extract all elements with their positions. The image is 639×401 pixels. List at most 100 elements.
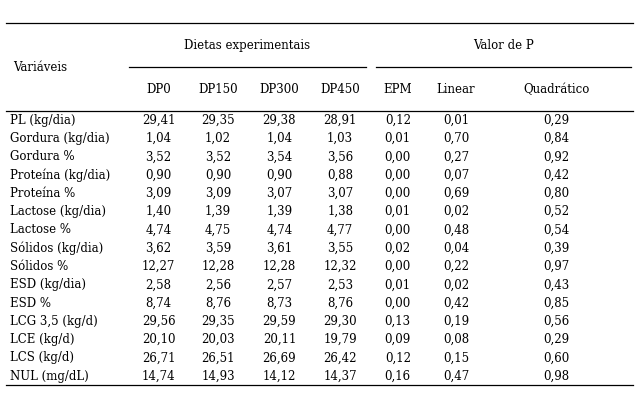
Text: Variáveis: Variáveis	[13, 61, 67, 74]
Text: 0,84: 0,84	[543, 132, 569, 145]
Text: 26,51: 26,51	[201, 351, 235, 365]
Text: 0,00: 0,00	[385, 150, 411, 163]
Text: 0,29: 0,29	[543, 114, 569, 127]
Text: 0,80: 0,80	[543, 187, 569, 200]
Text: 0,43: 0,43	[543, 278, 569, 291]
Text: 4,74: 4,74	[266, 223, 293, 237]
Text: 29,59: 29,59	[263, 315, 296, 328]
Text: 0,09: 0,09	[385, 333, 411, 346]
Text: DP150: DP150	[198, 83, 238, 96]
Text: 8,74: 8,74	[146, 297, 172, 310]
Text: 3,62: 3,62	[146, 242, 172, 255]
Text: 0,15: 0,15	[443, 351, 469, 365]
Text: LCE (kg/d): LCE (kg/d)	[10, 333, 74, 346]
Text: 0,01: 0,01	[385, 132, 411, 145]
Text: 0,00: 0,00	[385, 223, 411, 237]
Text: 0,52: 0,52	[543, 205, 569, 218]
Text: Lactose %: Lactose %	[10, 223, 70, 237]
Text: 0,19: 0,19	[443, 315, 469, 328]
Text: 12,27: 12,27	[142, 260, 175, 273]
Text: 3,52: 3,52	[146, 150, 172, 163]
Text: 0,39: 0,39	[543, 242, 569, 255]
Text: 0,90: 0,90	[205, 168, 231, 182]
Text: 0,69: 0,69	[443, 187, 469, 200]
Text: 0,12: 0,12	[385, 114, 411, 127]
Text: 0,00: 0,00	[385, 260, 411, 273]
Text: PL (kg/dia): PL (kg/dia)	[10, 114, 75, 127]
Text: 0,42: 0,42	[543, 168, 569, 182]
Text: 0,42: 0,42	[443, 297, 469, 310]
Text: 12,32: 12,32	[323, 260, 357, 273]
Text: Gordura %: Gordura %	[10, 150, 74, 163]
Text: 0,29: 0,29	[543, 333, 569, 346]
Text: 14,74: 14,74	[142, 370, 175, 383]
Text: 0,00: 0,00	[385, 187, 411, 200]
Text: 0,70: 0,70	[443, 132, 469, 145]
Text: 3,09: 3,09	[146, 187, 172, 200]
Text: 1,40: 1,40	[146, 205, 172, 218]
Text: 2,53: 2,53	[327, 278, 353, 291]
Text: Proteína (kg/dia): Proteína (kg/dia)	[10, 168, 110, 182]
Text: ESD %: ESD %	[10, 297, 50, 310]
Text: 29,41: 29,41	[142, 114, 175, 127]
Text: Dietas experimentais: Dietas experimentais	[185, 39, 311, 52]
Text: 0,01: 0,01	[385, 278, 411, 291]
Text: Proteína %: Proteína %	[10, 187, 75, 200]
Text: 0,00: 0,00	[385, 168, 411, 182]
Text: DP0: DP0	[146, 83, 171, 96]
Text: 2,58: 2,58	[146, 278, 171, 291]
Text: 0,16: 0,16	[385, 370, 411, 383]
Text: 0,92: 0,92	[543, 150, 569, 163]
Text: 12,28: 12,28	[263, 260, 296, 273]
Text: 0,01: 0,01	[385, 205, 411, 218]
Text: 29,35: 29,35	[201, 114, 235, 127]
Text: 3,09: 3,09	[205, 187, 231, 200]
Text: Lactose (kg/dia): Lactose (kg/dia)	[10, 205, 105, 218]
Text: 0,56: 0,56	[543, 315, 569, 328]
Text: 0,07: 0,07	[443, 168, 469, 182]
Text: Sólidos %: Sólidos %	[10, 260, 68, 273]
Text: LCS (kg/d): LCS (kg/d)	[10, 351, 73, 365]
Text: DP450: DP450	[320, 83, 360, 96]
Text: Valor de P: Valor de P	[473, 39, 534, 52]
Text: 0,90: 0,90	[146, 168, 172, 182]
Text: 20,03: 20,03	[201, 333, 235, 346]
Text: 29,35: 29,35	[201, 315, 235, 328]
Text: 0,27: 0,27	[443, 150, 469, 163]
Text: 1,04: 1,04	[146, 132, 172, 145]
Text: 0,02: 0,02	[443, 278, 469, 291]
Text: 0,85: 0,85	[543, 297, 569, 310]
Text: NUL (mg/dL): NUL (mg/dL)	[10, 370, 88, 383]
Text: 2,57: 2,57	[266, 278, 293, 291]
Text: 8,76: 8,76	[327, 297, 353, 310]
Text: 0,54: 0,54	[543, 223, 569, 237]
Text: LCG 3,5 (kg/d): LCG 3,5 (kg/d)	[10, 315, 97, 328]
Text: 2,56: 2,56	[205, 278, 231, 291]
Text: 20,11: 20,11	[263, 333, 296, 346]
Text: 0,98: 0,98	[543, 370, 569, 383]
Text: 4,77: 4,77	[327, 223, 353, 237]
Text: 26,42: 26,42	[323, 351, 357, 365]
Text: 29,56: 29,56	[142, 315, 175, 328]
Text: 1,39: 1,39	[205, 205, 231, 218]
Text: 1,02: 1,02	[205, 132, 231, 145]
Text: ESD (kg/dia): ESD (kg/dia)	[10, 278, 86, 291]
Text: 3,61: 3,61	[266, 242, 293, 255]
Text: 28,91: 28,91	[323, 114, 357, 127]
Text: 0,08: 0,08	[443, 333, 469, 346]
Text: 19,79: 19,79	[323, 333, 357, 346]
Text: DP300: DP300	[259, 83, 299, 96]
Text: 0,02: 0,02	[443, 205, 469, 218]
Text: 14,93: 14,93	[201, 370, 235, 383]
Text: 0,01: 0,01	[443, 114, 469, 127]
Text: 3,59: 3,59	[205, 242, 231, 255]
Text: 29,38: 29,38	[263, 114, 296, 127]
Text: 0,12: 0,12	[385, 351, 411, 365]
Text: 0,97: 0,97	[543, 260, 569, 273]
Text: 0,48: 0,48	[443, 223, 469, 237]
Text: 0,02: 0,02	[385, 242, 411, 255]
Text: 29,30: 29,30	[323, 315, 357, 328]
Text: 3,55: 3,55	[327, 242, 353, 255]
Text: 1,04: 1,04	[266, 132, 293, 145]
Text: Sólidos (kg/dia): Sólidos (kg/dia)	[10, 241, 103, 255]
